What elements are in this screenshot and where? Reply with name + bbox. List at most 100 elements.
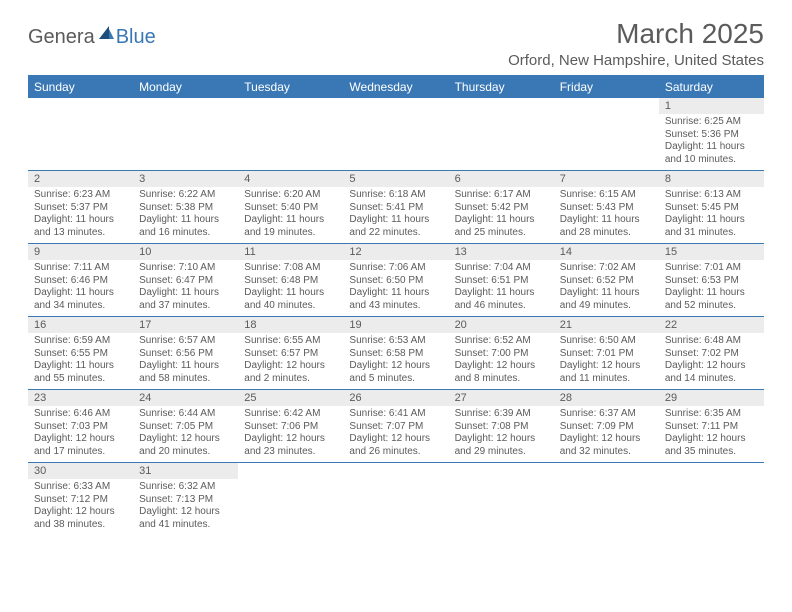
day-cell: 1Sunrise: 6:25 AMSunset: 5:36 PMDaylight… bbox=[659, 98, 764, 171]
day-body-empty bbox=[659, 479, 764, 531]
day-cell: 4Sunrise: 6:20 AMSunset: 5:40 PMDaylight… bbox=[238, 171, 343, 244]
day-body: Sunrise: 6:18 AMSunset: 5:41 PMDaylight:… bbox=[343, 187, 448, 243]
dow-header: Tuesday bbox=[238, 76, 343, 98]
day-body-empty bbox=[238, 114, 343, 166]
day-number: 20 bbox=[449, 317, 554, 333]
dow-row: SundayMondayTuesdayWednesdayThursdayFrid… bbox=[28, 76, 764, 98]
day-body-empty bbox=[28, 114, 133, 166]
day-cell: 24Sunrise: 6:44 AMSunset: 7:05 PMDayligh… bbox=[133, 390, 238, 463]
day-cell: 3Sunrise: 6:22 AMSunset: 5:38 PMDaylight… bbox=[133, 171, 238, 244]
day-cell: 23Sunrise: 6:46 AMSunset: 7:03 PMDayligh… bbox=[28, 390, 133, 463]
day-body-empty bbox=[238, 479, 343, 531]
day-number: 10 bbox=[133, 244, 238, 260]
day-body: Sunrise: 6:25 AMSunset: 5:36 PMDaylight:… bbox=[659, 114, 764, 170]
day-body: Sunrise: 6:46 AMSunset: 7:03 PMDaylight:… bbox=[28, 406, 133, 462]
day-body: Sunrise: 6:32 AMSunset: 7:13 PMDaylight:… bbox=[133, 479, 238, 535]
day-cell: 7Sunrise: 6:15 AMSunset: 5:43 PMDaylight… bbox=[554, 171, 659, 244]
week-row: 16Sunrise: 6:59 AMSunset: 6:55 PMDayligh… bbox=[28, 317, 764, 390]
day-body: Sunrise: 6:57 AMSunset: 6:56 PMDaylight:… bbox=[133, 333, 238, 389]
day-cell bbox=[238, 98, 343, 171]
day-number: 27 bbox=[449, 390, 554, 406]
day-body: Sunrise: 6:20 AMSunset: 5:40 PMDaylight:… bbox=[238, 187, 343, 243]
day-number: 18 bbox=[238, 317, 343, 333]
day-body: Sunrise: 6:44 AMSunset: 7:05 PMDaylight:… bbox=[133, 406, 238, 462]
day-number-empty bbox=[554, 463, 659, 479]
day-body-empty bbox=[449, 479, 554, 531]
day-cell: 11Sunrise: 7:08 AMSunset: 6:48 PMDayligh… bbox=[238, 244, 343, 317]
day-cell bbox=[343, 98, 448, 171]
day-cell: 25Sunrise: 6:42 AMSunset: 7:06 PMDayligh… bbox=[238, 390, 343, 463]
day-cell: 2Sunrise: 6:23 AMSunset: 5:37 PMDaylight… bbox=[28, 171, 133, 244]
day-body: Sunrise: 6:55 AMSunset: 6:57 PMDaylight:… bbox=[238, 333, 343, 389]
day-cell: 27Sunrise: 6:39 AMSunset: 7:08 PMDayligh… bbox=[449, 390, 554, 463]
day-number-empty bbox=[343, 463, 448, 479]
day-number: 16 bbox=[28, 317, 133, 333]
day-body: Sunrise: 7:06 AMSunset: 6:50 PMDaylight:… bbox=[343, 260, 448, 316]
day-cell: 15Sunrise: 7:01 AMSunset: 6:53 PMDayligh… bbox=[659, 244, 764, 317]
day-body: Sunrise: 6:53 AMSunset: 6:58 PMDaylight:… bbox=[343, 333, 448, 389]
day-number: 23 bbox=[28, 390, 133, 406]
day-number: 29 bbox=[659, 390, 764, 406]
day-number: 3 bbox=[133, 171, 238, 187]
day-body: Sunrise: 6:41 AMSunset: 7:07 PMDaylight:… bbox=[343, 406, 448, 462]
day-body: Sunrise: 7:02 AMSunset: 6:52 PMDaylight:… bbox=[554, 260, 659, 316]
day-number-empty bbox=[133, 98, 238, 114]
day-cell bbox=[659, 463, 764, 536]
brand-text-b: Blue bbox=[116, 26, 156, 49]
week-row: 9Sunrise: 7:11 AMSunset: 6:46 PMDaylight… bbox=[28, 244, 764, 317]
day-number: 2 bbox=[28, 171, 133, 187]
day-body: Sunrise: 6:37 AMSunset: 7:09 PMDaylight:… bbox=[554, 406, 659, 462]
day-body: Sunrise: 6:59 AMSunset: 6:55 PMDaylight:… bbox=[28, 333, 133, 389]
title-block: March 2025 Orford, New Hampshire, United… bbox=[508, 18, 764, 69]
day-number: 24 bbox=[133, 390, 238, 406]
day-body: Sunrise: 6:13 AMSunset: 5:45 PMDaylight:… bbox=[659, 187, 764, 243]
day-number-empty bbox=[449, 463, 554, 479]
day-body: Sunrise: 7:11 AMSunset: 6:46 PMDaylight:… bbox=[28, 260, 133, 316]
day-cell: 14Sunrise: 7:02 AMSunset: 6:52 PMDayligh… bbox=[554, 244, 659, 317]
week-row: 30Sunrise: 6:33 AMSunset: 7:12 PMDayligh… bbox=[28, 463, 764, 536]
day-cell: 28Sunrise: 6:37 AMSunset: 7:09 PMDayligh… bbox=[554, 390, 659, 463]
day-body: Sunrise: 7:01 AMSunset: 6:53 PMDaylight:… bbox=[659, 260, 764, 316]
day-body-empty bbox=[554, 114, 659, 166]
day-cell: 8Sunrise: 6:13 AMSunset: 5:45 PMDaylight… bbox=[659, 171, 764, 244]
dow-header: Sunday bbox=[28, 76, 133, 98]
day-body: Sunrise: 6:15 AMSunset: 5:43 PMDaylight:… bbox=[554, 187, 659, 243]
day-cell: 16Sunrise: 6:59 AMSunset: 6:55 PMDayligh… bbox=[28, 317, 133, 390]
day-number: 12 bbox=[343, 244, 448, 260]
day-cell: 26Sunrise: 6:41 AMSunset: 7:07 PMDayligh… bbox=[343, 390, 448, 463]
dow-header: Monday bbox=[133, 76, 238, 98]
day-cell: 6Sunrise: 6:17 AMSunset: 5:42 PMDaylight… bbox=[449, 171, 554, 244]
day-cell: 21Sunrise: 6:50 AMSunset: 7:01 PMDayligh… bbox=[554, 317, 659, 390]
day-body-empty bbox=[133, 114, 238, 166]
day-number-empty bbox=[554, 98, 659, 114]
day-number-empty bbox=[449, 98, 554, 114]
day-body: Sunrise: 6:17 AMSunset: 5:42 PMDaylight:… bbox=[449, 187, 554, 243]
day-body: Sunrise: 6:42 AMSunset: 7:06 PMDaylight:… bbox=[238, 406, 343, 462]
day-number: 4 bbox=[238, 171, 343, 187]
day-cell: 19Sunrise: 6:53 AMSunset: 6:58 PMDayligh… bbox=[343, 317, 448, 390]
day-body: Sunrise: 7:08 AMSunset: 6:48 PMDaylight:… bbox=[238, 260, 343, 316]
day-number-empty bbox=[343, 98, 448, 114]
day-body: Sunrise: 6:52 AMSunset: 7:00 PMDaylight:… bbox=[449, 333, 554, 389]
day-body-empty bbox=[343, 114, 448, 166]
day-number: 8 bbox=[659, 171, 764, 187]
day-number: 5 bbox=[343, 171, 448, 187]
day-number-empty bbox=[659, 463, 764, 479]
day-number: 11 bbox=[238, 244, 343, 260]
day-cell: 30Sunrise: 6:33 AMSunset: 7:12 PMDayligh… bbox=[28, 463, 133, 536]
week-row: 2Sunrise: 6:23 AMSunset: 5:37 PMDaylight… bbox=[28, 171, 764, 244]
day-number: 19 bbox=[343, 317, 448, 333]
dow-header: Saturday bbox=[659, 76, 764, 98]
day-number-empty bbox=[238, 463, 343, 479]
day-body: Sunrise: 6:48 AMSunset: 7:02 PMDaylight:… bbox=[659, 333, 764, 389]
day-number: 6 bbox=[449, 171, 554, 187]
day-cell bbox=[449, 98, 554, 171]
day-cell: 17Sunrise: 6:57 AMSunset: 6:56 PMDayligh… bbox=[133, 317, 238, 390]
day-cell: 5Sunrise: 6:18 AMSunset: 5:41 PMDaylight… bbox=[343, 171, 448, 244]
day-cell: 29Sunrise: 6:35 AMSunset: 7:11 PMDayligh… bbox=[659, 390, 764, 463]
day-body-empty bbox=[554, 479, 659, 531]
dow-header: Thursday bbox=[449, 76, 554, 98]
day-cell bbox=[28, 98, 133, 171]
day-number: 1 bbox=[659, 98, 764, 114]
day-body: Sunrise: 6:23 AMSunset: 5:37 PMDaylight:… bbox=[28, 187, 133, 243]
